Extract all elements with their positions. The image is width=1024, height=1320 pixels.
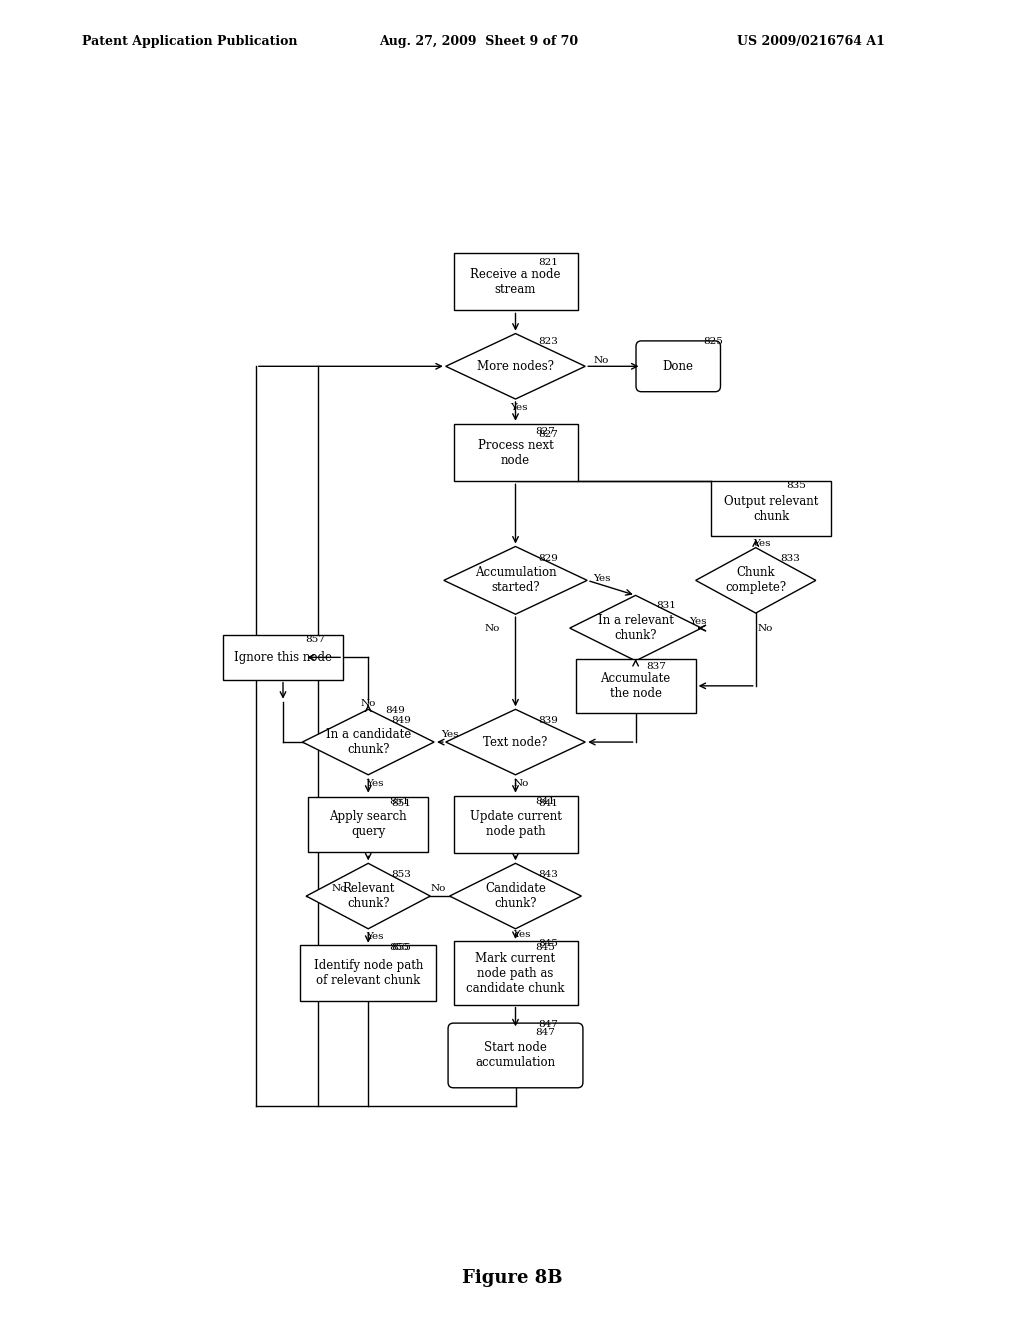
- Text: Yes: Yes: [511, 403, 528, 412]
- Text: Figure 8B: Figure 8B: [462, 1269, 562, 1287]
- Polygon shape: [569, 595, 701, 661]
- Text: 827: 827: [535, 428, 555, 436]
- Text: 823: 823: [539, 337, 558, 346]
- Text: No: No: [758, 623, 773, 632]
- Polygon shape: [450, 863, 582, 929]
- Text: Accumulate
the node: Accumulate the node: [600, 672, 671, 700]
- FancyBboxPatch shape: [308, 797, 428, 853]
- Text: 855: 855: [391, 944, 411, 952]
- Text: Process next
node: Process next node: [477, 438, 553, 466]
- Text: 845: 845: [539, 940, 558, 948]
- Text: 849: 849: [385, 706, 406, 715]
- Text: No: No: [593, 356, 608, 366]
- Text: Chunk
complete?: Chunk complete?: [725, 566, 786, 594]
- Text: 839: 839: [539, 715, 558, 725]
- Text: 845: 845: [535, 944, 555, 952]
- Text: 831: 831: [656, 601, 677, 610]
- FancyBboxPatch shape: [454, 796, 578, 853]
- FancyBboxPatch shape: [636, 341, 721, 392]
- FancyBboxPatch shape: [454, 424, 578, 482]
- Text: 827: 827: [539, 429, 558, 438]
- Text: Start node
accumulation: Start node accumulation: [475, 1041, 556, 1069]
- Text: Yes: Yes: [594, 574, 611, 582]
- Text: 857: 857: [305, 635, 326, 644]
- FancyBboxPatch shape: [449, 1023, 583, 1088]
- Text: No: No: [514, 779, 529, 788]
- Text: Yes: Yes: [689, 618, 707, 627]
- Text: 833: 833: [780, 554, 801, 564]
- Text: 853: 853: [391, 870, 411, 879]
- Text: Apply search
query: Apply search query: [330, 810, 408, 838]
- Text: Relevant
chunk?: Relevant chunk?: [342, 882, 394, 909]
- Text: No: No: [430, 884, 445, 892]
- Text: Aug. 27, 2009  Sheet 9 of 70: Aug. 27, 2009 Sheet 9 of 70: [379, 34, 578, 48]
- Text: 821: 821: [539, 257, 558, 267]
- Text: Yes: Yes: [513, 931, 530, 939]
- FancyBboxPatch shape: [223, 635, 343, 680]
- Text: Candidate
chunk?: Candidate chunk?: [485, 882, 546, 909]
- Text: 847: 847: [539, 1020, 558, 1030]
- Text: More nodes?: More nodes?: [477, 360, 554, 372]
- Text: No: No: [484, 623, 500, 632]
- Text: Yes: Yes: [366, 932, 383, 941]
- FancyBboxPatch shape: [712, 480, 831, 536]
- Text: US 2009/0216764 A1: US 2009/0216764 A1: [737, 34, 885, 48]
- Text: Done: Done: [663, 360, 693, 372]
- Text: 849: 849: [391, 715, 411, 725]
- Polygon shape: [302, 709, 434, 775]
- Text: 843: 843: [539, 870, 558, 879]
- Text: 837: 837: [646, 663, 667, 671]
- FancyBboxPatch shape: [454, 252, 578, 310]
- Polygon shape: [695, 548, 816, 612]
- Text: In a relevant
chunk?: In a relevant chunk?: [598, 614, 674, 642]
- Text: Mark current
node path as
candidate chunk: Mark current node path as candidate chun…: [466, 952, 565, 994]
- Text: No: No: [331, 884, 346, 892]
- FancyBboxPatch shape: [454, 941, 578, 1005]
- Text: Ignore this node: Ignore this node: [234, 651, 332, 664]
- Text: 851: 851: [389, 797, 410, 805]
- Text: 825: 825: [703, 337, 723, 346]
- Text: Patent Application Publication: Patent Application Publication: [82, 34, 297, 48]
- Text: No: No: [360, 700, 376, 708]
- Text: Update current
node path: Update current node path: [470, 810, 561, 838]
- Text: 855: 855: [389, 944, 410, 952]
- Text: 835: 835: [786, 482, 806, 490]
- Text: 851: 851: [391, 799, 411, 808]
- Text: Accumulation
started?: Accumulation started?: [475, 566, 556, 594]
- Text: Output relevant
chunk: Output relevant chunk: [724, 495, 818, 523]
- Text: In a candidate
chunk?: In a candidate chunk?: [326, 729, 411, 756]
- Text: 841: 841: [539, 799, 558, 808]
- Polygon shape: [445, 334, 586, 399]
- Text: Receive a node
stream: Receive a node stream: [470, 268, 561, 296]
- Text: Yes: Yes: [441, 730, 459, 739]
- Polygon shape: [443, 546, 587, 614]
- Text: Text node?: Text node?: [483, 735, 548, 748]
- Text: Yes: Yes: [754, 539, 771, 548]
- Text: 841: 841: [535, 797, 555, 805]
- Text: 847: 847: [535, 1028, 555, 1036]
- Text: Identify node path
of relevant chunk: Identify node path of relevant chunk: [313, 960, 423, 987]
- FancyBboxPatch shape: [300, 945, 436, 1001]
- Text: 829: 829: [539, 554, 558, 564]
- Text: Yes: Yes: [366, 779, 383, 788]
- Polygon shape: [306, 863, 430, 929]
- FancyBboxPatch shape: [575, 659, 695, 713]
- Polygon shape: [445, 709, 586, 775]
